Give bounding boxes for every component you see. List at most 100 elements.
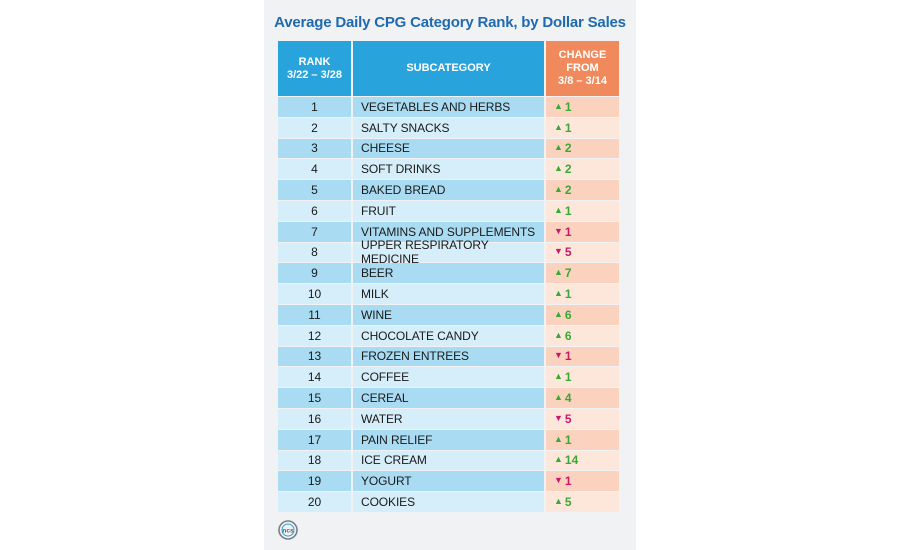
change-cell: ▲ 1 (546, 117, 619, 138)
up-arrow-icon: ▲ (554, 163, 563, 174)
change-value: 1 (564, 224, 572, 239)
change-value: 1 (564, 99, 572, 114)
header-subcategory-label: SUBCATEGORY (406, 62, 491, 74)
rank-cell: 11 (278, 304, 351, 325)
change-cell: ▲ 6 (546, 304, 619, 325)
up-arrow-icon: ▲ (554, 433, 563, 444)
change-value: 1 (564, 120, 572, 135)
change-cell: ▼ 1 (546, 221, 619, 242)
change-cell: ▲ 6 (546, 325, 619, 346)
change-value: 5 (564, 411, 572, 426)
down-arrow-icon: ▼ (554, 350, 563, 361)
subcategory-cell: FROZEN ENTREES (353, 346, 544, 367)
rank-cell: 4 (278, 159, 351, 180)
change-cell: ▲ 2 (546, 138, 619, 159)
change-cell: ▲ 7 (546, 263, 619, 284)
table-card: Average Daily CPG Category Rank, by Doll… (264, 0, 636, 550)
rank-cell: 17 (278, 429, 351, 450)
down-arrow-icon: ▼ (554, 475, 563, 486)
header-rank-label: RANK 3/22 – 3/28 (286, 55, 343, 81)
change-cell: ▲ 1 (546, 97, 619, 117)
up-arrow-icon: ▲ (554, 288, 563, 299)
change-value: 14 (564, 453, 579, 468)
up-arrow-icon: ▲ (554, 371, 563, 382)
rank-cell: 10 (278, 284, 351, 304)
table-row: 12 CHOCOLATE CANDY ▲ 6 (278, 325, 619, 347)
rank-cell: 16 (278, 408, 351, 429)
rank-cell: 18 (278, 450, 351, 471)
table-row: 5 BAKED BREAD ▲ 2 (278, 180, 619, 201)
up-arrow-icon: ▲ (554, 392, 563, 403)
change-value: 1 (564, 287, 572, 302)
rank-cell: 2 (278, 117, 351, 138)
change-cell: ▼ 5 (546, 408, 619, 429)
up-arrow-icon: ▲ (554, 121, 563, 132)
logo-text: ncs (282, 528, 294, 535)
change-value: 5 (564, 495, 572, 510)
change-value: 2 (564, 183, 572, 198)
header-change-label: CHANGE FROM 3/8 – 3/14 (558, 49, 607, 87)
rank-cell: 13 (278, 346, 351, 367)
change-value: 2 (564, 162, 572, 177)
subcategory-cell: ICE CREAM (353, 450, 544, 471)
rank-cell: 1 (278, 97, 351, 117)
change-value: 2 (564, 141, 572, 156)
chart-title: Average Daily CPG Category Rank, by Doll… (274, 14, 626, 31)
rank-cell: 8 (278, 242, 351, 263)
change-value: 6 (564, 328, 572, 343)
table-row: 1 VEGETABLES AND HERBS ▲ 1 (278, 97, 619, 118)
subcategory-cell: SOFT DRINKS (353, 159, 544, 180)
change-value: 7 (564, 266, 572, 281)
subcategory-cell: WINE (353, 304, 544, 325)
up-arrow-icon: ▲ (554, 267, 563, 278)
rank-cell: 7 (278, 221, 351, 242)
change-cell: ▲ 14 (546, 450, 619, 471)
table-row: 19 YOGURT ▼ 1 (278, 471, 619, 492)
table-row: 13 FROZEN ENTREES ▼ 1 (278, 346, 619, 368)
subcategory-cell: COFFEE (353, 367, 544, 388)
up-arrow-icon: ▲ (554, 308, 563, 319)
subcategory-cell: SALTY SNACKS (353, 117, 544, 138)
up-arrow-icon: ▲ (554, 184, 563, 195)
subcategory-cell: BEER (353, 263, 544, 284)
rank-cell: 3 (278, 138, 351, 159)
rank-cell: 12 (278, 325, 351, 346)
up-arrow-icon: ▲ (554, 204, 563, 215)
up-arrow-icon: ▲ (554, 496, 563, 507)
down-arrow-icon: ▼ (554, 225, 563, 236)
rank-cell: 5 (278, 180, 351, 200)
change-cell: ▲ 1 (546, 200, 619, 221)
table-row: 2 SALTY SNACKS ▲ 1 (278, 117, 619, 139)
subcategory-cell: CHEESE (353, 138, 544, 159)
table-row: 10 MILK ▲ 1 (278, 284, 619, 305)
subcategory-cell: MILK (353, 284, 544, 304)
table-row: 17 PAIN RELIEF ▲ 1 (278, 429, 619, 451)
change-value: 4 (564, 391, 572, 406)
change-cell: ▲ 1 (546, 284, 619, 304)
up-arrow-icon: ▲ (554, 329, 563, 340)
change-cell: ▲ 1 (546, 429, 619, 450)
change-cell: ▼ 5 (546, 242, 619, 263)
change-cell: ▲ 1 (546, 367, 619, 388)
table-row: 14 COFFEE ▲ 1 (278, 367, 619, 388)
header-change: CHANGE FROM 3/8 – 3/14 (546, 41, 619, 96)
subcategory-cell: COOKIES (353, 492, 544, 512)
subcategory-cell: WATER (353, 408, 544, 429)
header-subcategory: SUBCATEGORY (353, 41, 544, 96)
subcategory-cell: BAKED BREAD (353, 180, 544, 200)
subcategory-cell: VEGETABLES AND HERBS (353, 97, 544, 117)
table-row: 18 ICE CREAM ▲ 14 (278, 450, 619, 472)
rank-cell: 14 (278, 367, 351, 388)
change-cell: ▲ 2 (546, 159, 619, 180)
change-value: 5 (564, 245, 572, 260)
down-arrow-icon: ▼ (554, 246, 563, 257)
table-row: 6 FRUIT ▲ 1 (278, 200, 619, 222)
table-row: 8 UPPER RESPIRATORY MEDICINE ▼ 5 (278, 238, 619, 266)
table-row: 16 WATER ▼ 5 (278, 408, 619, 430)
subcategory-cell: YOGURT (353, 471, 544, 492)
change-cell: ▲ 4 (546, 388, 619, 408)
subcategory-cell: PAIN RELIEF (353, 429, 544, 450)
table-row: 7 VITAMINS AND SUPPLEMENTS ▼ 1 (278, 221, 619, 243)
table-row: 15 CEREAL ▲ 4 (278, 388, 619, 409)
up-arrow-icon: ▲ (554, 454, 563, 465)
